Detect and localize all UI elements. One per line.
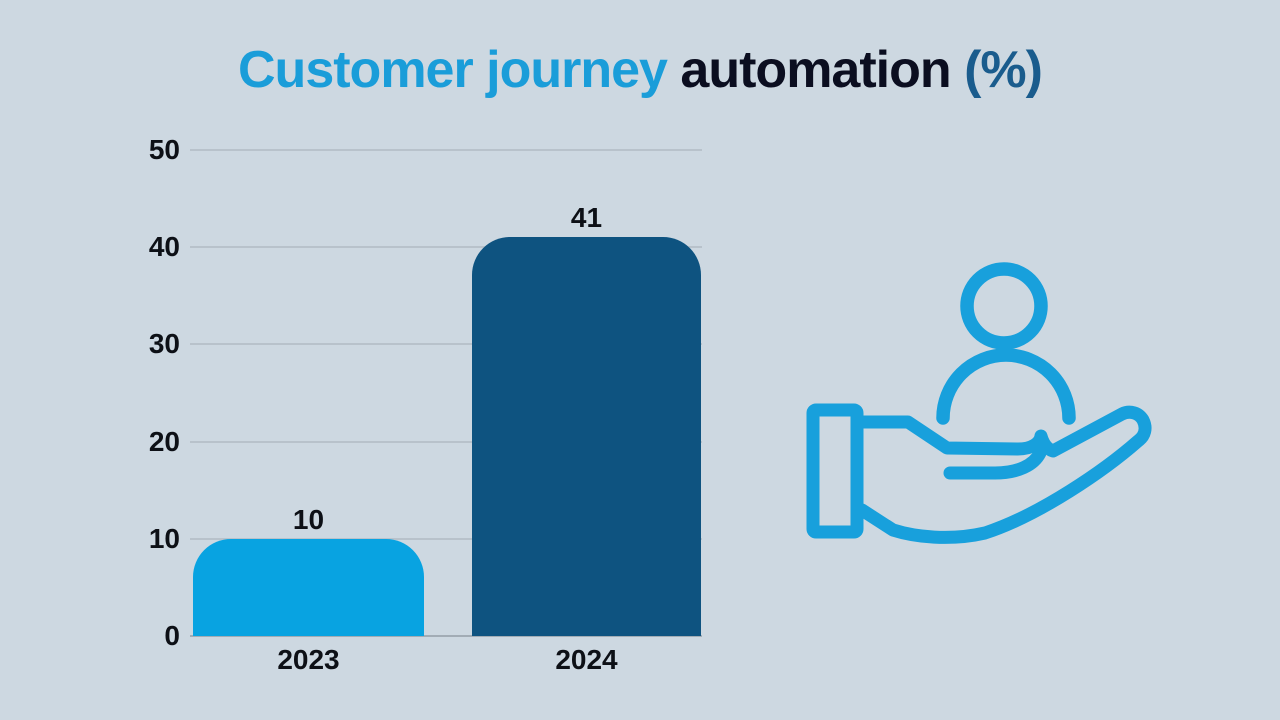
y-tick-label-40: 40 (148, 231, 180, 263)
bar-2023 (193, 538, 424, 636)
y-tick-label-30: 30 (148, 328, 180, 360)
hand-outline (853, 405, 1152, 544)
gridline-0 (190, 635, 702, 637)
chart-title-unit: (%) (950, 41, 1043, 99)
gridline-50 (190, 149, 702, 151)
value-label-2024: 41 (570, 202, 603, 234)
person-shoulders (936, 348, 1076, 425)
gridline-40 (190, 246, 702, 249)
chart-title-highlight: Customer journey (238, 41, 668, 99)
chart-title: Customer journey automation (%) (0, 40, 1280, 100)
hand-thumb-fold (943, 446, 1047, 480)
hand-holding-person-icon (795, 250, 1175, 560)
person-head (960, 262, 1048, 350)
category-label-2024: 2024 (555, 644, 618, 675)
y-tick-label-0: 0 (164, 620, 180, 651)
hand-cuff (806, 403, 864, 539)
gridline-20 (190, 440, 702, 443)
chart-title-main: automation (666, 41, 951, 99)
y-tick-label-10: 10 (148, 522, 180, 554)
bar-2024 (472, 237, 701, 636)
plot-area: 0 10 20 30 40 50 10 2023 41 2024 (149, 135, 702, 675)
value-label-2023: 10 (292, 503, 325, 535)
y-tick-label-20: 20 (148, 425, 180, 457)
y-tick-label-50: 50 (148, 134, 180, 165)
gridline-10 (190, 537, 702, 540)
category-label-2023: 2023 (277, 644, 340, 675)
gridline-30 (190, 343, 702, 346)
